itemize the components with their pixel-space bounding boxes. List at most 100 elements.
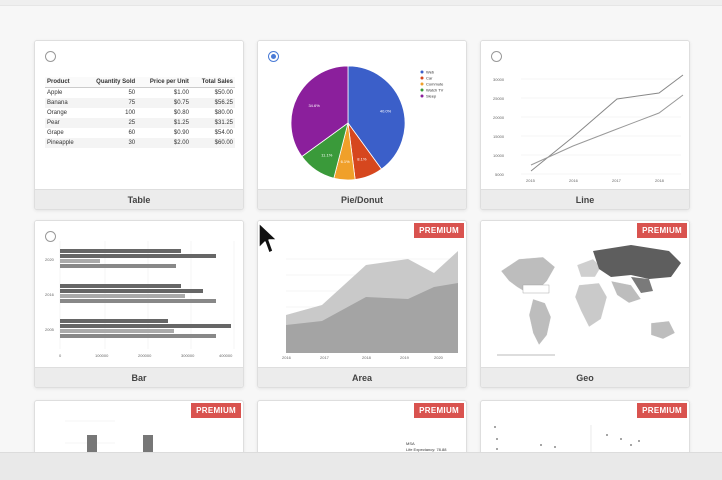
bar-xtick: 300000 bbox=[181, 353, 195, 358]
pie-slice-label: 40.0% bbox=[380, 109, 392, 114]
table-header: Quantity Sold bbox=[83, 77, 138, 88]
table-cell: $0.90 bbox=[173, 130, 189, 136]
card-label-area: Area bbox=[258, 367, 466, 387]
table-cell: Apple bbox=[47, 90, 63, 96]
table-cell: 30 bbox=[83, 138, 138, 148]
card-label-pie: Pie/Donut bbox=[258, 189, 466, 209]
premium-badge: PREMIUM bbox=[191, 403, 241, 418]
bar-xtick: 200000 bbox=[138, 353, 152, 358]
pie-slice bbox=[290, 65, 349, 158]
line-ytick: 5000 bbox=[495, 172, 505, 177]
table-cell: $0.75 bbox=[137, 98, 191, 108]
chart-option-bar[interactable]: 2020 2016 2005 0 100000 200000 300000 40… bbox=[34, 220, 244, 388]
table-cell: Banana bbox=[45, 98, 84, 108]
bottom-bar bbox=[0, 452, 722, 480]
chart-option-table[interactable]: Product Quantity Sold Price per Unit Tot… bbox=[34, 40, 244, 210]
table-row: Apple 50 $1.00 $50.00 bbox=[45, 88, 235, 99]
bar-ytick: 2016 bbox=[45, 292, 55, 297]
table-cell: Pineapple bbox=[45, 138, 84, 148]
area-preview-svg: 2016 2017 2018 2019 2020 bbox=[282, 251, 458, 360]
column-preview-svg bbox=[65, 420, 153, 461]
table-row: Pear 25 $1.25 $31.25 bbox=[45, 118, 235, 128]
table-preview: Product Quantity Sold Price per Unit Tot… bbox=[45, 77, 235, 148]
table-header: Total Sales bbox=[190, 77, 235, 88]
geo-thumbnail: PREMIUM bbox=[481, 221, 689, 369]
chart-option-area[interactable]: PREMIUM 2016 2017 2018 2019 2020 Area bbox=[257, 220, 467, 388]
radio-bar[interactable] bbox=[45, 231, 56, 242]
line-xtick: 2017 bbox=[612, 178, 622, 183]
pie-legend-label: Sleep bbox=[426, 94, 437, 99]
chart-option-line[interactable]: 30000 25000 20000 15000 10000 5000 2015 … bbox=[480, 40, 690, 210]
pie-legend-swatch bbox=[420, 94, 424, 98]
premium-badge: PREMIUM bbox=[414, 223, 464, 238]
line-preview-svg: 30000 25000 20000 15000 10000 5000 2015 … bbox=[493, 74, 684, 183]
line-xtick: 2015 bbox=[526, 178, 536, 183]
pie-legend-label: Watch TV bbox=[426, 88, 444, 93]
card-label-table: Table bbox=[35, 189, 243, 209]
chart-option-geo[interactable]: PREMIUM Geo bbox=[480, 220, 690, 388]
area-xtick: 2019 bbox=[400, 355, 410, 360]
table-row: Orange 100 $0.80 $80.00 bbox=[45, 108, 235, 118]
table-cell: $1.25 bbox=[137, 118, 191, 128]
scatter-label-title: MSA bbox=[406, 441, 415, 446]
table-cell: $2.00 bbox=[137, 138, 191, 148]
bar-xtick: 100000 bbox=[95, 353, 109, 358]
pie-legend-label: Commute bbox=[426, 82, 444, 87]
pie-slice bbox=[347, 65, 406, 170]
premium-badge: PREMIUM bbox=[414, 403, 464, 418]
line-thumbnail: 30000 25000 20000 15000 10000 5000 2015 … bbox=[481, 41, 689, 189]
radio-line[interactable] bbox=[491, 51, 502, 62]
bar-ytick: 2005 bbox=[45, 327, 55, 332]
table-cell: 100 bbox=[125, 110, 136, 116]
radio-pie-selected[interactable] bbox=[268, 51, 279, 62]
top-divider bbox=[0, 0, 722, 6]
card-label-line: Line bbox=[481, 189, 689, 209]
area-xtick: 2017 bbox=[320, 355, 330, 360]
line-ytick: 25000 bbox=[493, 96, 505, 101]
table-cell: 75 bbox=[83, 98, 138, 108]
line-xtick: 2018 bbox=[655, 178, 665, 183]
pie-legend-swatch bbox=[420, 82, 424, 86]
bar-xtick: 0 bbox=[59, 353, 62, 358]
line-xtick: 2016 bbox=[569, 178, 579, 183]
pie-legend-swatch bbox=[420, 88, 424, 92]
bar-thumbnail: 2020 2016 2005 0 100000 200000 300000 40… bbox=[35, 221, 243, 369]
area-xtick: 2016 bbox=[282, 355, 292, 360]
table-cell: 60 bbox=[128, 130, 136, 136]
line-series-1 bbox=[530, 74, 684, 172]
table-cell: $50.00 bbox=[214, 90, 233, 96]
table-cell: $31.25 bbox=[190, 118, 235, 128]
pie-slice-label: 6.1% bbox=[341, 159, 351, 164]
chart-option-pie[interactable]: 40.0% 8.1% 6.1% 11.1% 34.6% Web Car Commute Wat… bbox=[257, 40, 467, 210]
area-xtick: 2020 bbox=[434, 355, 444, 360]
table-cell: $56.25 bbox=[190, 98, 235, 108]
table-cell: 25 bbox=[83, 118, 138, 128]
table-cell: $1.00 bbox=[173, 90, 189, 96]
premium-badge: PREMIUM bbox=[637, 403, 687, 418]
line-ytick: 20000 bbox=[493, 115, 505, 120]
table-header: Price per Unit bbox=[137, 77, 191, 88]
table-cell: Pear bbox=[45, 118, 84, 128]
map-tooltip bbox=[522, 284, 550, 294]
pie-slice-label: 11.1% bbox=[321, 153, 332, 158]
bar-preview-svg: 2020 2016 2005 0 100000 200000 300000 40… bbox=[45, 241, 235, 358]
area-thumbnail: PREMIUM 2016 2017 2018 2019 2020 bbox=[258, 221, 466, 369]
table-row: Grape 60 $0.90 $54.00 bbox=[45, 128, 235, 138]
pie-slice-label: 8.1% bbox=[357, 157, 367, 162]
table-thumbnail: Product Quantity Sold Price per Unit Tot… bbox=[35, 41, 243, 189]
line-ytick: 15000 bbox=[493, 134, 505, 139]
bar-ytick: 2020 bbox=[45, 257, 55, 262]
table-cell: $80.00 bbox=[214, 110, 233, 116]
premium-badge: PREMIUM bbox=[637, 223, 687, 238]
pie-legend-swatch bbox=[420, 76, 424, 80]
radio-table[interactable] bbox=[45, 51, 56, 62]
pie-legend-swatch bbox=[420, 70, 424, 74]
pie-legend-label: Web bbox=[426, 70, 435, 75]
table-cell: $54.00 bbox=[214, 130, 233, 136]
pie-thumbnail: 40.0% 8.1% 6.1% 11.1% 34.6% Web Car Commute Wat… bbox=[258, 41, 466, 189]
line-series-2 bbox=[530, 94, 684, 166]
world-map-svg bbox=[497, 245, 681, 356]
line-ytick: 30000 bbox=[493, 77, 505, 82]
pie-preview-svg: 40.0% 8.1% 6.1% 11.1% 34.6% WebCarCommuteWat… bbox=[290, 65, 444, 181]
